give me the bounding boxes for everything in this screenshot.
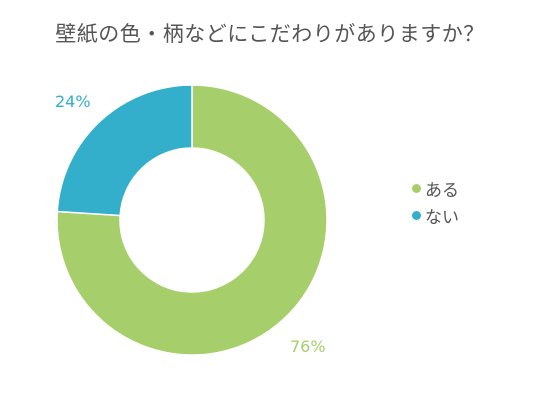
- slice-value-label-nai: 24%: [55, 92, 91, 111]
- chart-legend: ある ない: [412, 175, 459, 229]
- legend-label-aru: ある: [425, 181, 459, 201]
- legend-item-aru[interactable]: ある: [412, 175, 459, 202]
- legend-swatch-aru: [412, 184, 421, 193]
- legend-label-nai: ない: [425, 208, 459, 228]
- donut-slice-nai[interactable]: [56, 84, 193, 217]
- legend-swatch-nai: [412, 211, 421, 220]
- slice-value-label-aru: 76%: [290, 337, 326, 356]
- legend-item-nai[interactable]: ない: [412, 202, 459, 229]
- chart-title: 壁紙の色・柄などにこだわりがありますか？: [55, 22, 485, 46]
- donut-slice-aru[interactable]: [56, 84, 328, 356]
